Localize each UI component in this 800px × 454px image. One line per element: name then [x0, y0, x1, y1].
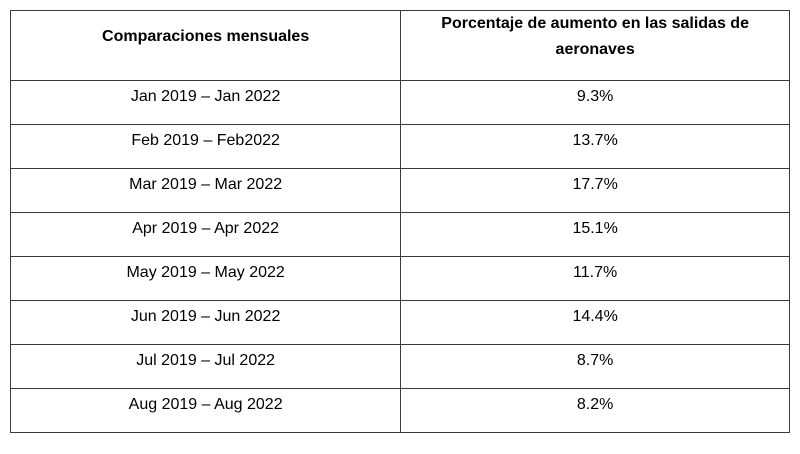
table-row: Feb 2019 – Feb2022 13.7% — [9, 124, 790, 169]
comparison-cell: Jun 2019 – Jun 2022 — [9, 300, 402, 345]
table-row: Jul 2019 – Jul 2022 8.7% — [9, 344, 790, 389]
table-row: Mar 2019 – Mar 2022 17.7% — [9, 168, 790, 213]
column-header-comparisons: Comparaciones mensuales — [9, 10, 402, 81]
comparison-cell: May 2019 – May 2022 — [9, 256, 402, 301]
table-row: Jan 2019 – Jan 2022 9.3% — [9, 80, 790, 125]
percentage-cell: 17.7% — [400, 168, 790, 213]
percentage-cell: 14.4% — [400, 300, 790, 345]
comparison-cell: Jan 2019 – Jan 2022 — [9, 80, 402, 125]
comparison-cell: Mar 2019 – Mar 2022 — [9, 168, 402, 213]
table-row: Apr 2019 – Apr 2022 15.1% — [9, 212, 790, 257]
percentage-cell: 11.7% — [400, 256, 790, 301]
table-row: May 2019 – May 2022 11.7% — [9, 256, 790, 301]
table-row: Jun 2019 – Jun 2022 14.4% — [9, 300, 790, 345]
table-header: Comparaciones mensuales Porcentaje de au… — [9, 10, 790, 81]
percentage-cell: 9.3% — [400, 80, 790, 125]
comparison-cell: Feb 2019 – Feb2022 — [9, 124, 402, 169]
percentage-cell: 15.1% — [400, 212, 790, 257]
table-row: Aug 2019 – Aug 2022 8.2% — [9, 388, 790, 433]
comparison-cell: Jul 2019 – Jul 2022 — [9, 344, 402, 389]
comparison-table: Comparaciones mensuales Porcentaje de au… — [9, 10, 790, 433]
comparison-cell: Apr 2019 – Apr 2022 — [9, 212, 402, 257]
table-header-row: Comparaciones mensuales Porcentaje de au… — [9, 10, 790, 81]
percentage-cell: 8.7% — [400, 344, 790, 389]
percentage-cell: 13.7% — [400, 124, 790, 169]
percentage-cell: 8.2% — [400, 388, 790, 433]
table-body: Jan 2019 – Jan 2022 9.3% Feb 2019 – Feb2… — [9, 80, 790, 433]
comparison-cell: Aug 2019 – Aug 2022 — [9, 388, 402, 433]
column-header-percentage: Porcentaje de aumento en las salidas de … — [400, 10, 790, 81]
